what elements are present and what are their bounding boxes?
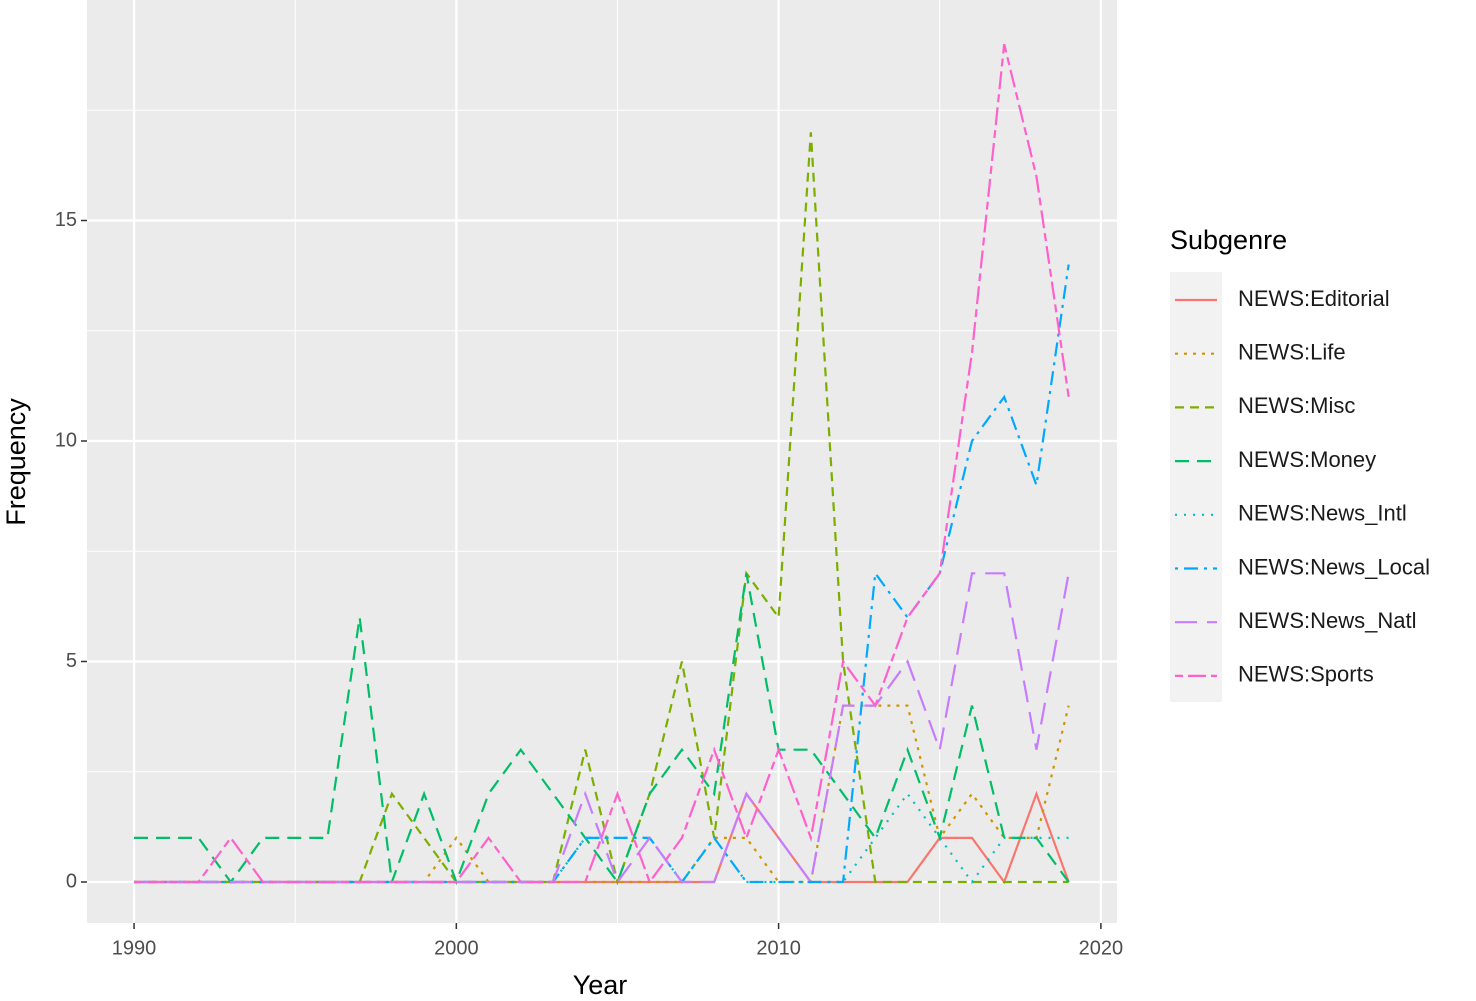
y-axis-label: Frequency xyxy=(1,398,31,526)
legend-label: NEWS:News_Natl xyxy=(1238,608,1416,633)
y-tick-label: 5 xyxy=(66,650,77,672)
legend-label: NEWS:News_Intl xyxy=(1238,501,1407,526)
plot-panel xyxy=(87,0,1117,923)
x-tick-label: 2000 xyxy=(434,937,479,959)
x-tick-label: 1990 xyxy=(112,937,157,959)
y-tick-label: 0 xyxy=(66,870,77,892)
x-tick-label: 2020 xyxy=(1079,937,1124,959)
legend-label: NEWS:Sports xyxy=(1238,662,1374,687)
legend-label: NEWS:News_Local xyxy=(1238,554,1430,579)
x-axis-label: Year xyxy=(573,970,628,1000)
legend-label: NEWS:Editorial xyxy=(1238,286,1390,311)
series-line xyxy=(134,573,1070,886)
y-tick-label: 15 xyxy=(55,209,77,231)
legend-key-background xyxy=(1170,272,1222,702)
x-tick-label: 2010 xyxy=(756,937,801,959)
y-tick-label: 10 xyxy=(55,429,77,451)
series-line xyxy=(134,572,1070,885)
series-line xyxy=(134,43,1070,885)
legend-label: NEWS:Money xyxy=(1238,447,1376,472)
legend-title: Subgenre xyxy=(1170,225,1287,255)
legend-label: NEWS:Misc xyxy=(1238,393,1355,418)
legend-label: NEWS:Life xyxy=(1238,340,1346,365)
